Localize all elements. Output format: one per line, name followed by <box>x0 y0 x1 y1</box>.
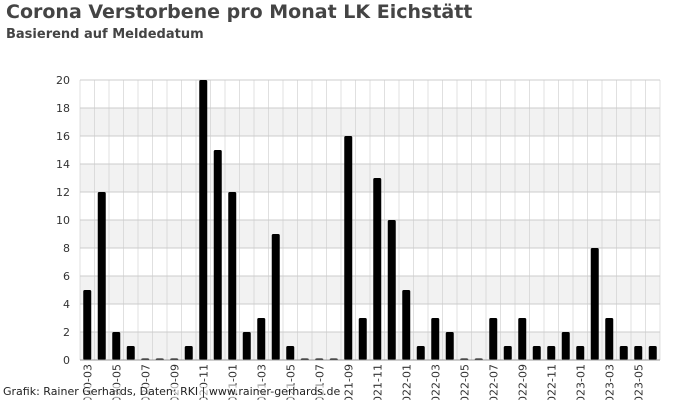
y-tick-label: 2 <box>63 326 70 339</box>
bar-2020-12 <box>213 150 222 360</box>
chart-title: Corona Verstorbene pro Monat LK Eichstät… <box>6 1 473 23</box>
y-tick-label: 20 <box>56 74 70 87</box>
x-tick-label: 2022-09 <box>516 364 529 400</box>
y-tick-label: 16 <box>56 130 70 143</box>
x-tick-label: 2023-05 <box>632 364 645 400</box>
bar-2020-10 <box>184 346 193 360</box>
bar-2023-06 <box>648 346 657 360</box>
x-tick-label: 2022-11 <box>545 364 558 400</box>
bar-2021-01 <box>228 192 237 360</box>
bar-2021-04 <box>271 234 280 360</box>
x-tick-label: 2021-11 <box>371 364 384 400</box>
x-tick-label: 2022-05 <box>458 364 471 400</box>
bar-2022-04 <box>445 332 454 360</box>
x-tick-label: 2022-03 <box>429 364 442 400</box>
y-tick-label: 12 <box>56 186 70 199</box>
bar-2022-03 <box>431 318 440 360</box>
bar-2023-04 <box>619 346 628 360</box>
bar-2022-12 <box>561 332 570 360</box>
bar-2023-02 <box>590 248 599 360</box>
y-tick-label: 14 <box>56 158 70 171</box>
bar-2020-05 <box>112 332 121 360</box>
bar-2022-10 <box>532 346 541 360</box>
y-tick-label: 4 <box>63 298 70 311</box>
bar-2020-11 <box>199 80 208 360</box>
bar-2023-05 <box>634 346 643 360</box>
bar-2022-08 <box>503 346 512 360</box>
bar-2021-03 <box>257 318 266 360</box>
bar-2022-09 <box>518 318 527 360</box>
bar-2021-12 <box>387 220 396 360</box>
x-tick-label: 2023-01 <box>574 364 587 400</box>
bar-2022-02 <box>416 346 425 360</box>
y-tick-label: 0 <box>63 354 70 367</box>
bar-2022-01 <box>402 290 411 360</box>
chart-subtitle: Basierend auf Meldedatum <box>6 27 204 42</box>
bar-2021-11 <box>373 178 382 360</box>
bar-2020-06 <box>126 346 135 360</box>
bar-2022-07 <box>489 318 498 360</box>
bar-2022-11 <box>547 346 556 360</box>
bar-2023-03 <box>605 318 614 360</box>
bar-2020-04 <box>97 192 106 360</box>
x-tick-label: 2021-09 <box>342 364 355 400</box>
y-tick-label: 6 <box>63 270 70 283</box>
x-tick-label: 2023-03 <box>603 364 616 400</box>
y-tick-label: 8 <box>63 242 70 255</box>
bar-2021-02 <box>242 332 251 360</box>
x-tick-label: 2022-01 <box>400 364 413 400</box>
bar-2020-03 <box>83 290 92 360</box>
bar-2021-05 <box>286 346 295 360</box>
bar-2021-10 <box>358 318 367 360</box>
chart-footer: Grafik: Rainer Gerhards, Daten: RKI | ww… <box>3 385 341 398</box>
y-tick-label: 10 <box>56 214 70 227</box>
y-tick-label: 18 <box>56 102 70 115</box>
bar-2021-09 <box>344 136 353 360</box>
bar-2023-01 <box>576 346 585 360</box>
x-tick-label: 2022-07 <box>487 364 500 400</box>
